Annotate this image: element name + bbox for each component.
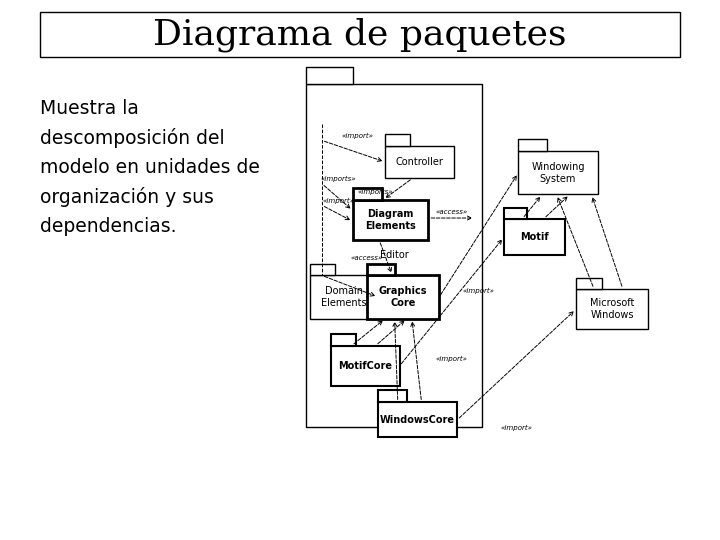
- Bar: [306, 68, 353, 84]
- Bar: [306, 84, 482, 427]
- Bar: [353, 200, 428, 240]
- Text: Microsoft
Windows: Microsoft Windows: [590, 298, 634, 320]
- Text: Diagrama de paquetes: Diagrama de paquetes: [153, 17, 567, 52]
- Bar: [378, 390, 407, 402]
- Text: descomposición del: descomposición del: [40, 127, 224, 148]
- Bar: [310, 264, 335, 275]
- Bar: [353, 188, 382, 200]
- Text: «imports»: «imports»: [357, 188, 393, 195]
- Bar: [518, 139, 547, 151]
- Bar: [576, 278, 602, 289]
- Text: «import»: «import»: [500, 425, 533, 431]
- Text: Controller: Controller: [395, 157, 444, 167]
- Text: WindowsCore: WindowsCore: [380, 415, 455, 425]
- Bar: [504, 219, 565, 255]
- Text: Editor: Editor: [380, 250, 408, 260]
- Text: Diagram
Elements: Diagram Elements: [365, 209, 416, 231]
- Bar: [310, 275, 378, 319]
- Bar: [385, 146, 454, 178]
- Text: «imports»: «imports»: [320, 176, 356, 183]
- Bar: [331, 346, 400, 386]
- Bar: [378, 402, 457, 437]
- Bar: [367, 264, 395, 275]
- Text: «import»: «import»: [463, 287, 495, 294]
- Text: «access»: «access»: [350, 255, 382, 261]
- Text: dependencias.: dependencias.: [40, 217, 176, 237]
- Text: «import»: «import»: [342, 133, 374, 139]
- Bar: [518, 151, 598, 194]
- Text: organización y sus: organización y sus: [40, 187, 213, 207]
- Text: Windowing
System: Windowing System: [531, 161, 585, 184]
- Text: modelo en unidades de: modelo en unidades de: [40, 158, 259, 177]
- Text: Muestra la: Muestra la: [40, 98, 138, 118]
- Bar: [576, 289, 648, 329]
- Bar: [385, 134, 410, 146]
- Text: Graphics
Core: Graphics Core: [379, 286, 428, 308]
- Text: «import»: «import»: [436, 356, 468, 362]
- Text: «import»: «import»: [323, 198, 354, 204]
- Text: MotifCore: MotifCore: [338, 361, 392, 371]
- Text: «access»: «access»: [436, 208, 468, 214]
- Bar: [40, 12, 680, 57]
- Bar: [367, 275, 439, 319]
- Text: Domain
Elements: Domain Elements: [321, 286, 366, 308]
- Bar: [331, 334, 356, 346]
- Bar: [504, 208, 527, 219]
- Text: Motif: Motif: [521, 232, 549, 242]
